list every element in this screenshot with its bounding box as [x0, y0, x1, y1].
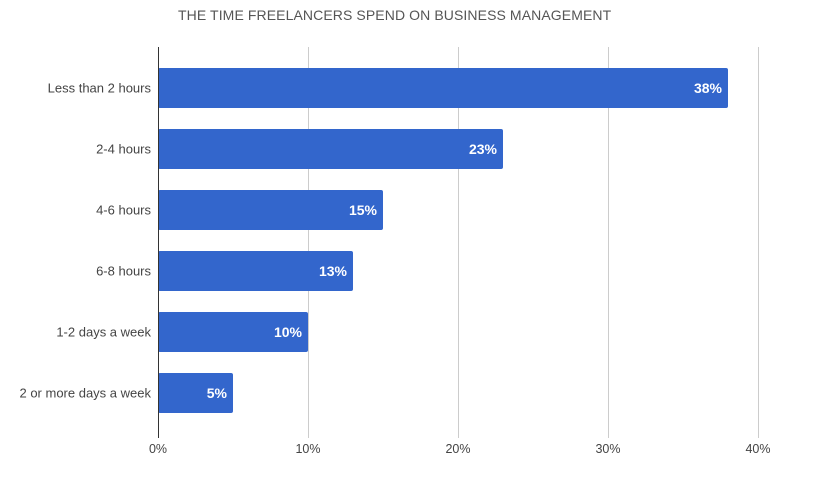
- x-tick-label: 0%: [149, 442, 167, 456]
- gridlines: [308, 47, 759, 438]
- category-label: 6-8 hours: [96, 264, 151, 279]
- category-label: 2-4 hours: [96, 142, 151, 157]
- bar: [158, 190, 383, 230]
- category-label: 1-2 days a week: [56, 325, 151, 340]
- chart-title: THE TIME FREELANCERS SPEND ON BUSINESS M…: [178, 7, 612, 23]
- data-label: 5%: [207, 385, 228, 401]
- bar: [158, 129, 503, 169]
- data-label: 38%: [694, 80, 723, 96]
- category-label: 2 or more days a week: [19, 386, 151, 401]
- bar: [158, 251, 353, 291]
- x-tick-label: 30%: [595, 442, 620, 456]
- labels: 0% 10% 20% 30% 40% Less than 2 hours 38% 2-4 ho…: [19, 80, 770, 456]
- bar: [158, 312, 308, 352]
- x-tick-label: 40%: [745, 442, 770, 456]
- data-label: 15%: [349, 202, 378, 218]
- data-label: 10%: [274, 324, 303, 340]
- bars: [158, 68, 728, 413]
- x-tick-label: 10%: [295, 442, 320, 456]
- category-label: 4-6 hours: [96, 203, 151, 218]
- data-label: 13%: [319, 263, 348, 279]
- x-tick-label: 20%: [445, 442, 470, 456]
- category-label: Less than 2 hours: [48, 81, 152, 96]
- bar: [158, 68, 728, 108]
- data-label: 23%: [469, 141, 498, 157]
- bar: [158, 373, 233, 413]
